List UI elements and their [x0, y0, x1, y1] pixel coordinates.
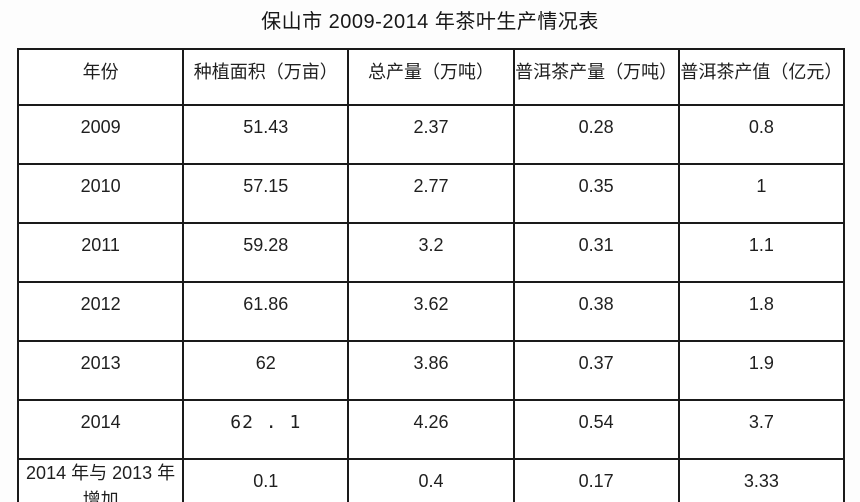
table-body: 2009 51.43 2.37 0.28 0.8 2010 57.15 2.77…	[16, 104, 846, 502]
value-cell: 0.54	[512, 399, 680, 460]
increase-label-line2: 增加	[82, 490, 119, 502]
value-cell: 4.26	[347, 399, 515, 460]
value-cell: 3.86	[347, 340, 515, 401]
year-cell: 2012	[16, 281, 185, 342]
year-cell: 2010	[16, 163, 185, 224]
value-cell: 0.28	[512, 104, 680, 165]
table-header: 年份 种植面积（万亩） 总产量（万吨） 普洱茶产量（万吨） 普洱茶产值（亿元）	[16, 48, 846, 106]
value-cell: 0.1	[182, 458, 350, 502]
table-row-increase-absolute: 2014 年与 2013 年 增加 0.1 0.4 0.17 3.33	[16, 458, 846, 502]
value-cell: 3.33	[677, 458, 846, 502]
table-row-2011: 2011 59.28 3.2 0.31 1.1	[16, 222, 846, 283]
year-cell: 2011	[16, 222, 185, 283]
value-cell: 0.8	[677, 104, 846, 165]
year-cell: 2014	[16, 399, 185, 460]
value-cell: 2.77	[347, 163, 515, 224]
value-cell: 0.17	[512, 458, 680, 502]
year-cell: 2013	[16, 340, 185, 401]
value-cell: 0.4	[347, 458, 515, 502]
header-cell-planting-area: 种植面积（万亩）	[182, 48, 350, 106]
value-cell: 62	[182, 340, 350, 401]
value-cell: 3.2	[347, 222, 515, 283]
table-row-2012: 2012 61.86 3.62 0.38 1.8	[16, 281, 846, 342]
value-cell: 3.62	[347, 281, 515, 342]
header-row: 年份 种植面积（万亩） 总产量（万吨） 普洱茶产量（万吨） 普洱茶产值（亿元）	[16, 48, 846, 106]
value-cell: 1	[677, 163, 846, 224]
value-cell: 2.37	[347, 104, 515, 165]
value-cell: 1.8	[677, 281, 846, 342]
header-cell-year: 年份	[16, 48, 185, 106]
value-cell: 57.15	[182, 163, 350, 224]
value-cell: 0.37	[512, 340, 680, 401]
year-cell: 2009	[16, 104, 185, 165]
table-row-2009: 2009 51.43 2.37 0.28 0.8	[16, 104, 846, 165]
table-row-2013: 2013 62 3.86 0.37 1.9	[16, 340, 846, 401]
increase-label-cell: 2014 年与 2013 年 增加	[16, 458, 185, 502]
value-cell: 1.9	[677, 340, 846, 401]
header-cell-puer-output: 普洱茶产量（万吨）	[512, 48, 680, 106]
tea-production-table: 年份 种植面积（万亩） 总产量（万吨） 普洱茶产量（万吨） 普洱茶产值（亿元） …	[16, 48, 846, 502]
header-cell-puer-value: 普洱茶产值（亿元）	[677, 48, 846, 106]
page-title: 保山市 2009-2014 年茶叶生产情况表	[261, 11, 599, 33]
value-cell: 61.86	[182, 281, 350, 342]
value-cell: 59.28	[182, 222, 350, 283]
value-cell: 0.31	[512, 222, 680, 283]
header-cell-total-output: 总产量（万吨）	[347, 48, 515, 106]
increase-label-line1: 2014 年与 2013 年	[26, 463, 176, 483]
value-cell: 51.43	[182, 104, 350, 165]
value-cell: 1.1	[677, 222, 846, 283]
value-cell: 0.38	[512, 281, 680, 342]
table-row-2014: 2014 62 . 1 4.26 0.54 3.7	[16, 399, 846, 460]
value-cell: 0.35	[512, 163, 680, 224]
value-cell: 3.7	[677, 399, 846, 460]
table-row-2010: 2010 57.15 2.77 0.35 1	[16, 163, 846, 224]
value-cell: 62 . 1	[182, 399, 350, 460]
